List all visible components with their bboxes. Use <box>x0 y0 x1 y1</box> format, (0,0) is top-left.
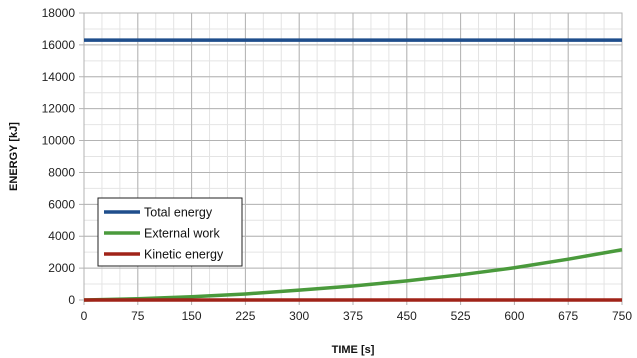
y-tick-label: 10000 <box>42 134 76 148</box>
x-tick-label: 0 <box>81 309 88 323</box>
x-tick-label: 150 <box>182 309 202 323</box>
legend: Total energy External work Kinetic energ… <box>97 197 243 267</box>
y-tick-label: 8000 <box>48 165 75 179</box>
y-tick-label: 0 <box>68 293 75 307</box>
y-tick-label: 14000 <box>42 70 76 84</box>
y-tick-label: 6000 <box>48 197 75 211</box>
y-tick-label: 16000 <box>42 38 76 52</box>
y-tick-label: 4000 <box>48 229 75 243</box>
x-tick-label: 525 <box>451 309 471 323</box>
x-tick-label: 225 <box>235 309 255 323</box>
tick-labels: 0 75 150 225 300 375 450 525 600 675 750 0 2000 4000 6… <box>42 6 633 323</box>
series-layer <box>83 38 623 302</box>
legend-label-kinetic-energy: Kinetic energy <box>144 248 224 262</box>
x-tick-label: 750 <box>612 309 632 323</box>
x-tick-label: 450 <box>397 309 417 323</box>
y-tick-label: 12000 <box>42 102 76 116</box>
y-tick-label: 2000 <box>48 261 75 275</box>
x-tick-label: 300 <box>289 309 309 323</box>
x-tick-label: 600 <box>504 309 524 323</box>
legend-label-total-energy: Total energy <box>144 206 213 220</box>
x-tick-label: 375 <box>343 309 363 323</box>
x-tick-label: 675 <box>558 309 578 323</box>
y-axis-title: ENERGY [kJ] <box>8 122 20 191</box>
series-line-external-work <box>83 248 623 302</box>
x-tick-label: 75 <box>131 309 145 323</box>
x-axis-title: TIME [s] <box>332 344 375 356</box>
y-tick-label: 18000 <box>42 6 76 20</box>
legend-label-external-work: External work <box>144 227 220 241</box>
